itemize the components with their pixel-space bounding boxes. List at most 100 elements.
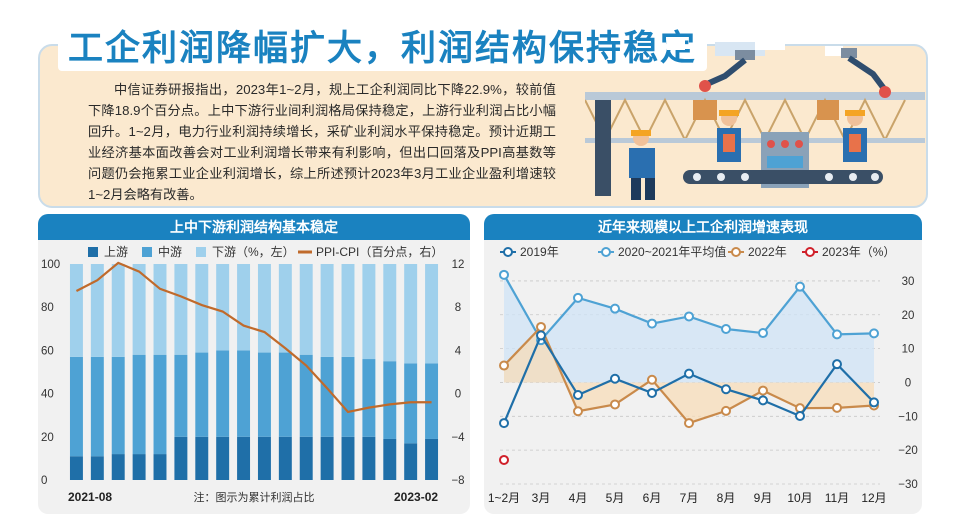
data-point [610, 399, 620, 410]
bar-segment [383, 438, 397, 480]
x-tick-label: 1~2月 [488, 491, 520, 505]
y-tick-label: 30 [902, 276, 915, 288]
bar-segment [111, 264, 125, 357]
data-point [610, 373, 620, 384]
bar-segment [69, 264, 83, 357]
data-point [758, 395, 768, 406]
data-point [647, 374, 657, 385]
bar-segment [383, 361, 397, 439]
legend-swatch [88, 247, 98, 257]
data-point [832, 402, 842, 413]
x-tick-label: 10月 [787, 491, 812, 505]
data-point [684, 368, 694, 379]
y-tick-label: 20 [902, 310, 915, 322]
data-point [721, 384, 731, 395]
y-right-tick-label: −8 [451, 475, 464, 487]
legend-label: 下游（%，左） [212, 244, 295, 259]
y-tick-label: −20 [898, 445, 918, 457]
bar-segment [237, 436, 251, 480]
data-point [573, 292, 583, 303]
data-point [499, 418, 509, 429]
y-right-tick-label: −4 [451, 432, 465, 444]
data-point [536, 330, 546, 341]
y-right-tick-label: 0 [455, 389, 461, 401]
bar-segment [111, 454, 125, 480]
bar-segment [320, 264, 334, 357]
x-tick-label: 7月 [680, 491, 699, 505]
legend-label: 2019年 [520, 245, 559, 259]
x-tick-label: 12月 [861, 491, 886, 505]
legend-swatch [196, 247, 206, 257]
bar-segment [237, 350, 251, 437]
bar-segment [257, 352, 271, 437]
data-point [721, 405, 731, 416]
legend-label: 中游 [158, 244, 182, 259]
data-point [795, 281, 805, 292]
data-point [499, 454, 509, 465]
bar-segment [174, 264, 188, 355]
x-tick-label: 2021-08 [68, 490, 112, 504]
bar-segment [383, 264, 397, 362]
data-point [869, 328, 879, 339]
data-point [832, 329, 842, 340]
legend-swatch [731, 247, 741, 257]
x-tick-label: 5月 [606, 491, 625, 505]
bar-segment [195, 352, 209, 437]
bar-segment [216, 264, 230, 351]
chart-note: 注：图示为累计利润占比 [194, 490, 315, 504]
data-point [610, 303, 620, 314]
y-right-tick-label: 12 [452, 259, 465, 271]
bar-segment [425, 264, 439, 364]
x-tick-label: 3月 [532, 491, 551, 505]
bar-segment [278, 264, 292, 353]
bar-segment [278, 436, 292, 480]
bar-segment [132, 264, 146, 355]
x-tick-label: 2023-02 [394, 490, 438, 504]
bar-segment [90, 356, 104, 457]
data-point [647, 387, 657, 398]
bar-segment [320, 356, 334, 437]
bar-segment [299, 436, 313, 480]
bar-segment [195, 436, 209, 480]
y-left-tick-label: 80 [41, 302, 54, 314]
y-right-tick-label: 4 [455, 345, 462, 357]
ppi-cpi-line [75, 261, 432, 414]
legend-label: 2020~2021年平均值 [618, 244, 726, 259]
data-point [499, 360, 509, 371]
bar-segment [111, 356, 125, 455]
bar-segment [216, 436, 230, 480]
data-point [647, 318, 657, 329]
x-tick-label: 9月 [754, 491, 773, 505]
summary-text: 中信证券研报指出，2023年1~2月，规上工企利润同比下降22.9%，较前值下降… [88, 82, 556, 202]
bar-segment [341, 436, 355, 480]
y-right-tick-label: 8 [455, 302, 461, 314]
data-point [684, 418, 694, 429]
bar-segment [341, 264, 355, 357]
left-chart-panel: 上中下游利润结构基本稳定 [38, 214, 470, 514]
bar-segment [90, 264, 104, 357]
area-fill [504, 274, 874, 383]
bar-segment [320, 436, 334, 480]
bar-segment [362, 264, 376, 360]
bar-segment [404, 443, 418, 480]
bar-segment [278, 352, 292, 437]
data-point [832, 359, 842, 370]
legend-label: 2023年（%） [822, 245, 895, 259]
page-title: 工企利润降幅扩大，利润结构保持稳定 [58, 20, 708, 71]
bar-segment [132, 454, 146, 480]
bar-segment [299, 354, 313, 437]
bar-segment [153, 454, 167, 480]
line-chart: 2019年 2020~2021年平均值 2022年 2023年（%） 30 20 10 0 −1… [488, 244, 918, 505]
data-point [684, 311, 694, 322]
x-tick-label: 6月 [643, 491, 662, 505]
bar-segment [153, 354, 167, 455]
legend-label: 上游 [104, 245, 128, 259]
legend-label: 2022年 [748, 245, 787, 259]
bar-segment [299, 264, 313, 355]
factory-illustration [585, 40, 925, 200]
data-point [536, 321, 546, 332]
bar-segment [195, 264, 209, 353]
bar-segment [174, 436, 188, 480]
y-left-tick-label: 0 [41, 475, 47, 487]
